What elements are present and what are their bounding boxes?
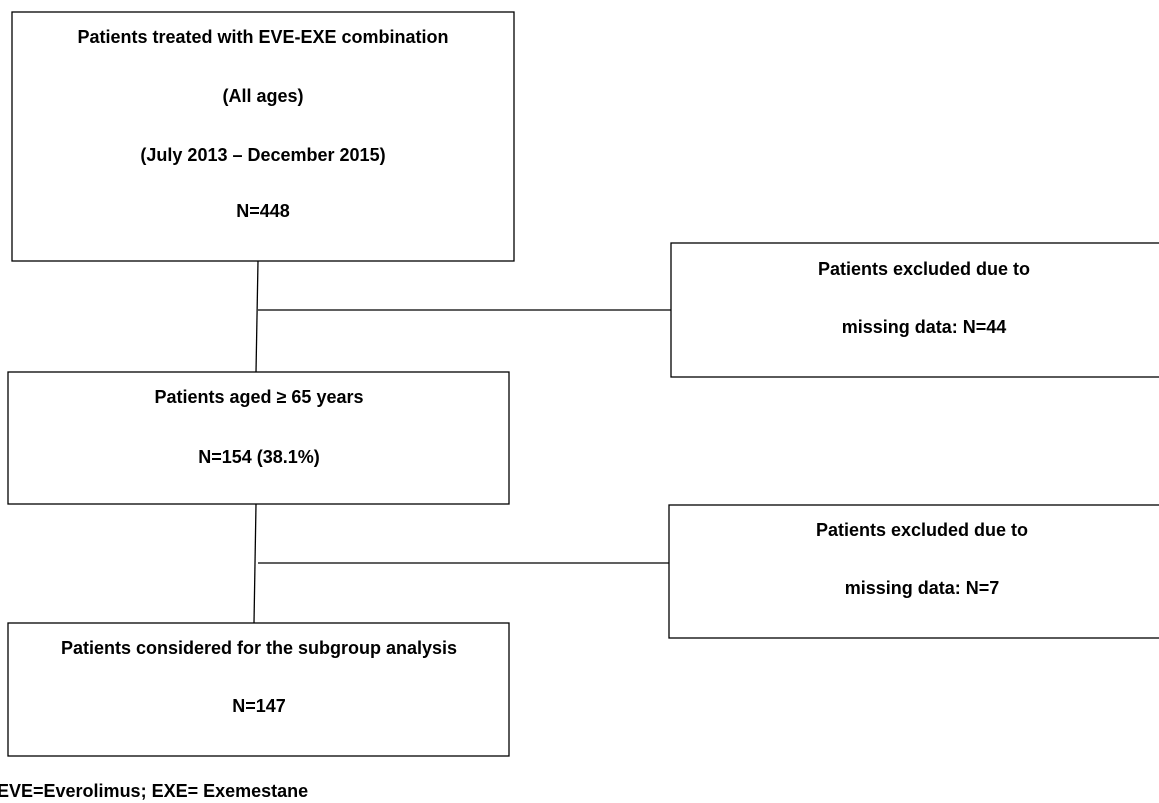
box-text: N=448 [236, 201, 290, 221]
box [668, 504, 1159, 639]
connector [255, 260, 259, 373]
box-text: Patients excluded due to [818, 259, 1030, 279]
box-text: Patients considered for the subgroup ana… [61, 638, 457, 658]
box-text: (All ages) [222, 86, 303, 106]
box-text: Patients treated with EVE-EXE combinatio… [77, 27, 448, 47]
box-text: N=147 [232, 696, 286, 716]
box [11, 11, 515, 262]
box-text: Patients excluded due to [816, 520, 1028, 540]
box [7, 371, 510, 505]
box-text: missing data: N=44 [842, 317, 1007, 337]
box-text: missing data: N=7 [845, 578, 1000, 598]
box-text: Patients aged ≥ 65 years [155, 387, 364, 407]
footnote: EVE=Everolimus; EXE= Exemestane [0, 781, 308, 801]
box-text: (July 2013 – December 2015) [140, 145, 385, 165]
box [7, 622, 510, 757]
box-text: N=154 (38.1%) [198, 447, 320, 467]
connector [253, 503, 257, 624]
box [670, 242, 1159, 378]
